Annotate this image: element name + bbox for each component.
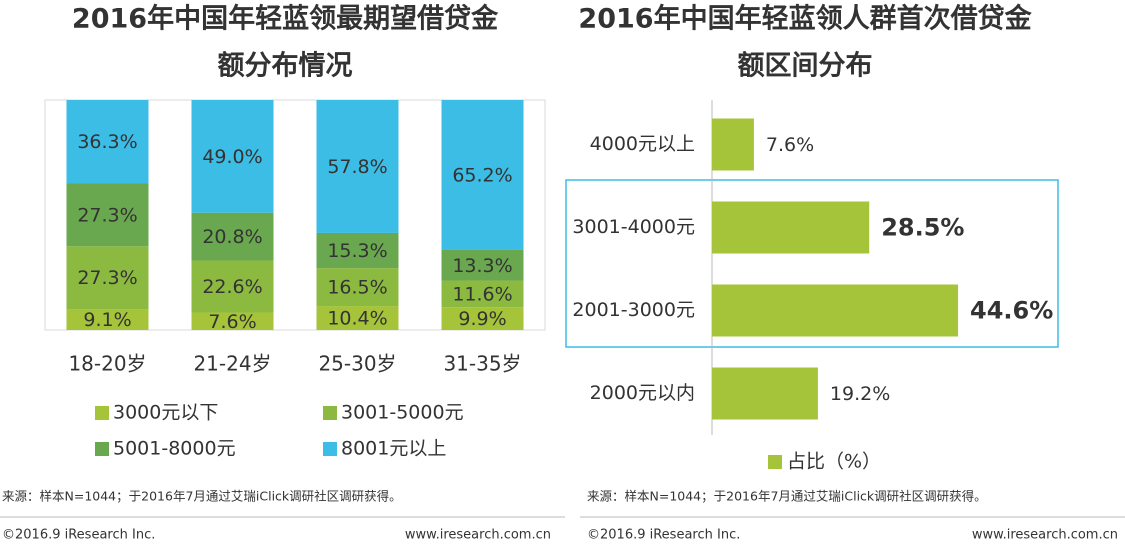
data-label: 44.6% — [970, 297, 1053, 325]
bar-segment — [191, 100, 274, 213]
bar-segment — [316, 100, 399, 233]
legend-swatch — [323, 406, 337, 420]
bar-segment — [191, 260, 274, 313]
bar — [712, 284, 959, 337]
x-tick-label: 18-20岁 — [68, 352, 146, 376]
bar-segment — [191, 312, 274, 330]
data-label: 10.4% — [327, 308, 387, 330]
bar-segment — [441, 307, 524, 330]
data-label: 36.3% — [77, 131, 137, 153]
x-tick-label: 21-24岁 — [193, 352, 271, 376]
y-tick-label: 3001-4000元 — [572, 216, 695, 238]
data-label: 49.0% — [202, 146, 262, 168]
y-tick-label: 2000元以内 — [590, 382, 695, 404]
legend-label: 3001-5000元 — [341, 402, 464, 424]
bar-segment — [316, 306, 399, 330]
bar-segment — [66, 246, 149, 310]
bar-segment — [441, 280, 524, 308]
data-label: 9.9% — [458, 308, 506, 330]
data-label: 9.1% — [83, 309, 131, 331]
data-label: 57.8% — [327, 156, 387, 178]
data-label: 7.6% — [766, 134, 814, 156]
data-label: 15.3% — [327, 240, 387, 262]
x-tick-label: 31-35岁 — [443, 352, 521, 376]
chart-title: 额区间分布 — [738, 51, 873, 82]
legend-label: 5001-8000元 — [113, 438, 236, 460]
data-label: 7.6% — [208, 311, 256, 333]
chart-title: 2016年中国年轻蓝领人群首次借贷金 — [578, 3, 1032, 35]
data-label: 22.6% — [202, 276, 262, 298]
legend-swatch — [323, 442, 337, 456]
bar-segment — [441, 100, 524, 250]
copyright: ©2016.9 iResearch Inc. — [587, 528, 740, 543]
legend-label: 3000元以下 — [113, 402, 218, 424]
source-note: 来源：样本N=1044；于2016年7月通过艾瑞iClick调研社区调研获得。 — [587, 489, 987, 504]
legend-label: 8001元以上 — [341, 438, 446, 460]
data-label: 27.3% — [77, 267, 137, 289]
site-url: www.iresearch.com.cn — [972, 528, 1118, 543]
copyright: ©2016.9 iResearch Inc. — [2, 528, 155, 543]
chart-title: 额分布情况 — [218, 51, 353, 82]
bar — [712, 367, 818, 420]
legend-swatch — [95, 442, 109, 456]
highlight-box — [565, 179, 1059, 348]
data-label: 28.5% — [881, 214, 964, 242]
bar-segment — [316, 268, 399, 307]
data-label: 65.2% — [452, 164, 512, 186]
bar — [712, 118, 754, 171]
plot-frame — [44, 99, 546, 331]
source-note: 来源：样本N=1044；于2016年7月通过艾瑞iClick调研社区调研获得。 — [2, 489, 402, 504]
data-label: 11.6% — [452, 283, 512, 305]
legend-swatch — [768, 455, 782, 469]
data-label: 27.3% — [77, 204, 137, 226]
chart-title: 2016年中国年轻蓝领最期望借贷金 — [72, 3, 499, 35]
legend-swatch — [95, 406, 109, 420]
bar-segment — [66, 100, 149, 184]
y-tick-label: 4000元以上 — [590, 133, 695, 155]
bar-segment — [441, 249, 524, 281]
bar — [712, 201, 870, 254]
data-label: 16.5% — [327, 277, 387, 299]
x-tick-label: 25-30岁 — [318, 352, 396, 376]
bar-segment — [66, 183, 149, 247]
data-label: 13.3% — [452, 255, 512, 277]
site-url: www.iresearch.com.cn — [405, 528, 551, 543]
y-tick-label: 2001-3000元 — [572, 299, 695, 321]
legend-label: 占比（%） — [787, 451, 881, 473]
data-label: 20.8% — [202, 226, 262, 248]
data-label: 19.2% — [830, 383, 890, 405]
bar-segment — [191, 212, 274, 261]
bar-segment — [66, 309, 149, 330]
bar-segment — [316, 232, 399, 269]
